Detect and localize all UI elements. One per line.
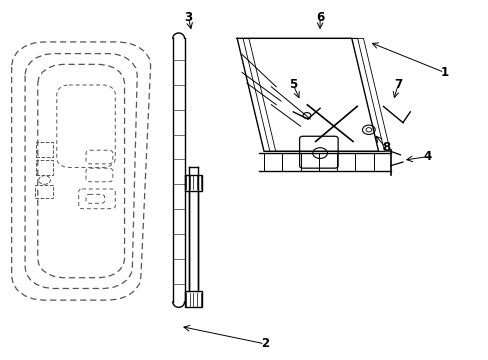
Text: 8: 8 [381, 141, 389, 154]
Bar [184, 175, 202, 191]
Text: 1: 1 [440, 66, 447, 79]
Text: 5: 5 [288, 78, 297, 91]
Bar [184, 291, 202, 307]
Bar [36, 159, 53, 175]
Text: 3: 3 [184, 12, 192, 24]
Text: 6: 6 [315, 12, 324, 24]
Text: 2: 2 [261, 337, 268, 350]
Bar [35, 185, 53, 198]
Text: 7: 7 [393, 78, 401, 91]
Text: 4: 4 [422, 150, 430, 163]
Bar [36, 141, 53, 157]
